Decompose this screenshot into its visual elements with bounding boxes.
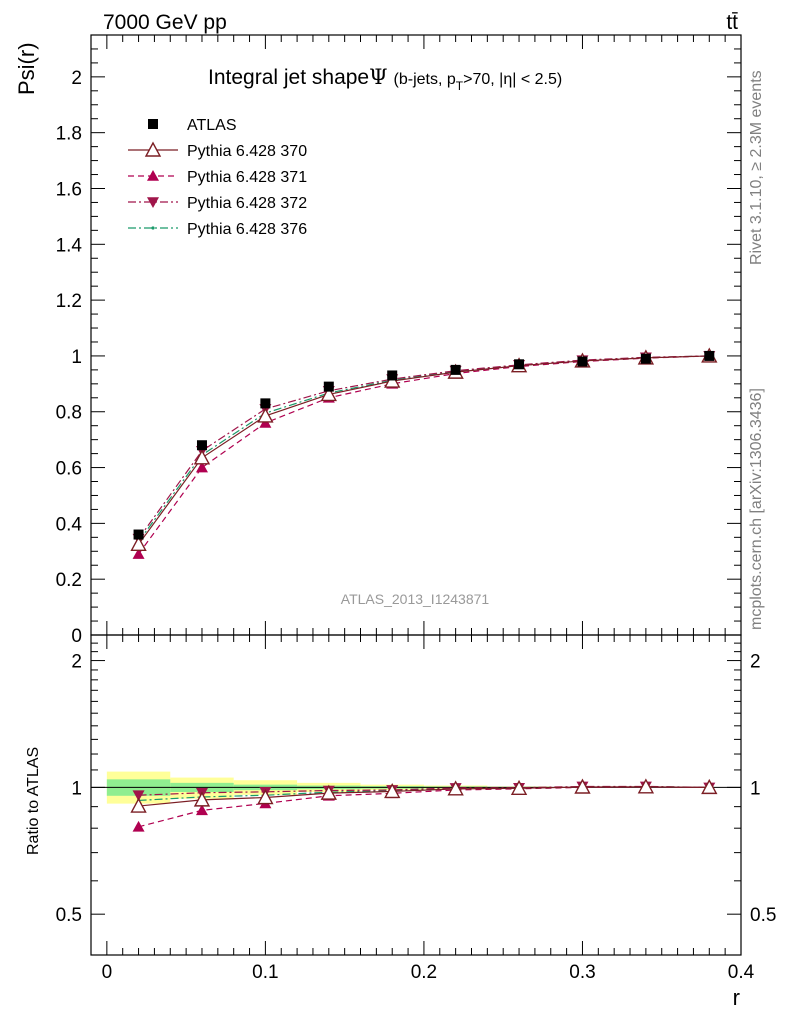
legend-marker: [151, 226, 155, 230]
data-point: [133, 529, 144, 540]
ratio-point: [510, 779, 528, 795]
x-tick-label: 0: [102, 962, 113, 983]
header-energy: 7000 GeV pp: [103, 11, 227, 34]
main-y-axis-label: Psi(r): [14, 42, 39, 95]
legend: ATLAS Pythia 6.428 370 Pythia 6.428 371 Pyt…: [128, 117, 307, 238]
ratio-point: [384, 782, 401, 799]
legend-entry: ATLAS: [148, 117, 237, 134]
ratio-point: [132, 820, 145, 832]
legend-marker: [148, 119, 158, 129]
ratio-y-tick-label: 0.5: [56, 905, 82, 926]
main-panel: 0 0.2 0.4 0.6 0.8 1 1.2 1.4 1.6 1.8 2 Psi(r) Integ…: [14, 34, 742, 647]
data-point: [514, 359, 525, 370]
main-y-tick-label: 2: [71, 68, 82, 89]
main-y-tick-label: 0: [71, 626, 82, 647]
ratio-series-pythia-6-428-370: [130, 778, 718, 813]
data-point: [640, 353, 651, 364]
series-line: [138, 355, 710, 542]
data-point: [195, 461, 208, 473]
ratio-point: [193, 791, 211, 807]
series-pythia-6-428-376: [136, 354, 711, 544]
legend-marker: [147, 170, 159, 181]
main-x-ticks: [90, 35, 742, 635]
ratio-y-tick-label-right: 0.5: [750, 905, 776, 926]
data-point: [387, 370, 398, 381]
x-tick-label: 0.3: [569, 962, 595, 983]
main-chart-title: Integral jet shapeΨ (b-jets, pT>70, |η| <…: [208, 65, 562, 93]
data-point: [323, 381, 334, 392]
series-pythia-6-428-371: [132, 349, 716, 559]
data-point: [384, 372, 401, 388]
ratio-x-axis: 0 0.1 0.2 0.3 0.4: [90, 635, 755, 983]
data-point: [193, 449, 211, 465]
data-point: [130, 535, 147, 552]
legend-marker: [147, 197, 159, 208]
ratio-y-tick-label: 1: [71, 778, 82, 799]
ratio-point: [195, 804, 208, 816]
ratio-y-axis: 0.5 0.5 1 1 2 2: [56, 634, 776, 956]
series-line: [138, 355, 710, 545]
main-y-tick-label: 0.8: [56, 403, 82, 424]
main-y-tick-label: 1.2: [56, 291, 82, 312]
data-point: [577, 356, 588, 367]
x-tick-label: 0.4: [728, 962, 755, 983]
main-series-layer: [130, 347, 718, 559]
data-point: [260, 398, 271, 409]
series-pythia-6-428-372: [132, 351, 716, 545]
main-y-tick-label: 1: [71, 347, 82, 368]
legend-label: ATLAS: [187, 117, 237, 134]
legend-entry: Pythia 6.428 371: [128, 169, 307, 186]
ratio-point: [320, 784, 337, 800]
ratio-point: [637, 778, 655, 794]
header-process: tt̄: [726, 11, 738, 34]
main-y-tick-label: 0.6: [56, 459, 82, 480]
legend-label: Pythia 6.428 371: [187, 169, 307, 186]
ratio-point: [132, 790, 145, 802]
ratio-point: [130, 797, 147, 813]
legend-marker: [144, 141, 162, 157]
legend-entry: Pythia 6.428 376: [128, 221, 307, 238]
x-tick-label: 0.1: [252, 962, 278, 983]
main-y-axis: 0 0.2 0.4 0.6 0.8 1 1.2 1.4 1.6 1.8 2: [56, 34, 741, 647]
ratio-line: [138, 786, 710, 807]
ratio-point: [257, 789, 274, 805]
data-point: [704, 350, 715, 361]
ratio-y-tick-label-right: 2: [750, 652, 761, 673]
main-y-tick-label: 1.8: [56, 124, 82, 145]
data-point: [320, 385, 337, 402]
ratio-point: [574, 778, 591, 794]
x-axis-label: r: [733, 985, 740, 1010]
main-y-tick-label: 1.4: [56, 235, 83, 256]
legend-entry: Pythia 6.428 370: [128, 141, 307, 160]
series-atlas: [133, 350, 715, 540]
x-tick-label: 0.2: [411, 962, 437, 983]
ratio-plot-frame: [90, 634, 742, 956]
analysis-watermark: ATLAS_2013_I1243871: [341, 591, 490, 607]
series-line: [138, 355, 710, 540]
ratio-y-tick-label: 2: [71, 652, 82, 673]
data-point: [257, 407, 274, 423]
legend-label: Pythia 6.428 370: [187, 143, 307, 160]
data-point: [450, 364, 461, 375]
side-mcplots-label: mcplots.cern.ch [arXiv:1306.3436]: [748, 388, 765, 630]
ratio-point: [701, 778, 718, 795]
main-y-tick-label: 0.2: [56, 570, 82, 591]
ratio-series-layer: [130, 778, 718, 832]
main-y-tick-label: 1.6: [56, 179, 82, 200]
ratio-point: [447, 780, 464, 796]
data-point: [196, 440, 207, 451]
legend-entry: Pythia 6.428 372: [128, 195, 307, 212]
ratio-y-tick-label-right: 1: [750, 778, 761, 799]
side-rivet-label: Rivet 3.1.10, ≥ 2.3M events: [748, 70, 765, 265]
legend-label: Pythia 6.428 372: [187, 195, 307, 212]
main-y-tick-label: 0.4: [56, 514, 83, 535]
legend-label: Pythia 6.428 376: [187, 221, 307, 238]
data-point: [132, 548, 145, 559]
series-line: [138, 355, 710, 555]
ratio-y-axis-label: Ratio to ATLAS: [25, 747, 42, 855]
ratio-panel: 0.5 0.51 12 2 0 0.1 0.2 0.3 0.4 Ratio to ATLAS …: [25, 634, 776, 1010]
